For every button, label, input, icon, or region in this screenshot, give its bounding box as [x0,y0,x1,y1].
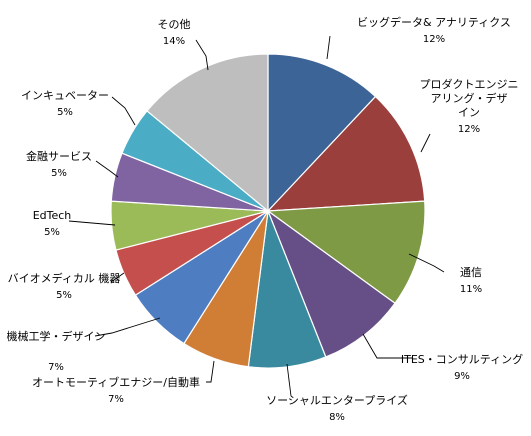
leader-line [110,272,125,283]
leader-line [111,96,136,126]
leader-line [95,160,119,178]
slice-percent-label: 7% [48,362,64,373]
slice-percent-label: 5% [51,168,67,179]
slice-percent-label: 14% [163,36,185,47]
leader-line [286,363,292,397]
leader-line [195,39,209,71]
slice-label: バイオメディカル 機器 [8,271,121,285]
leader-line [362,333,412,359]
leader-line [68,220,116,226]
slice-label: その他 [158,18,191,31]
slice-label: オートモーティブエナジー/自動車 [32,375,200,389]
slice-percent-label: 8% [329,412,345,423]
leader-line [326,35,331,60]
slice-label: インキュベーター [21,89,109,102]
slice-label: プロダクトエンジニ [420,77,519,91]
leader-lines [68,35,445,397]
slice-label: 通信 [460,266,482,279]
slice-percent-label: 5% [56,290,72,301]
slice-label: ビッグデータ& アナリティクス [357,15,511,29]
slice-label: 金融サービス [26,149,92,163]
slice-percent-label: 5% [57,107,73,118]
pie-slice [266,209,396,358]
slice-percent-label: 11% [460,284,482,295]
slice-label: EdTech [33,209,72,222]
leader-line [206,360,215,383]
slice-label: 機械工学・デザイン [7,329,106,343]
slice-label: ソーシャルエンタープライズ [266,393,408,407]
slice-percent-label: 12% [423,34,445,45]
slice-percent-label: 9% [454,371,470,382]
slice-percent-label: 12% [458,124,480,135]
pie-slice [266,95,426,212]
leader-line [408,253,445,273]
leader-line [94,317,161,337]
pie-slice [266,200,426,305]
slice-percent-label: 7% [108,394,124,405]
pie-slice [267,53,377,213]
slice-label: ITES・コンサルティング [401,352,523,366]
slice-percent-label: 5% [44,227,60,238]
slice-label: アリング・デザ [431,91,508,105]
slice-label: イン [458,106,480,119]
pie-slices [110,53,426,369]
pie-slice [146,53,269,213]
leader-line [420,133,431,153]
